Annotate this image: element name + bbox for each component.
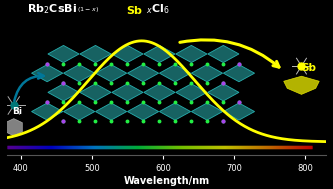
Text: $_{(1-x)}$: $_{(1-x)}$ [77, 6, 99, 16]
Polygon shape [160, 65, 191, 82]
Polygon shape [48, 45, 79, 63]
Text: Rb$_2$CsBi: Rb$_2$CsBi [27, 2, 77, 16]
X-axis label: Wavelength/nm: Wavelength/nm [124, 176, 209, 186]
Polygon shape [208, 45, 239, 63]
Polygon shape [32, 65, 63, 82]
Polygon shape [128, 65, 159, 82]
Polygon shape [223, 65, 255, 82]
Polygon shape [208, 84, 239, 101]
Text: Sb: Sb [127, 6, 143, 16]
Text: $_x$Cl$_6$: $_x$Cl$_6$ [146, 2, 169, 16]
Text: Sb: Sb [301, 63, 316, 73]
Polygon shape [96, 65, 127, 82]
Polygon shape [191, 65, 223, 82]
Polygon shape [284, 76, 319, 94]
Polygon shape [32, 103, 63, 120]
Polygon shape [223, 103, 255, 120]
Polygon shape [64, 103, 95, 120]
Polygon shape [144, 84, 175, 101]
Polygon shape [48, 84, 79, 101]
Polygon shape [80, 84, 111, 101]
Polygon shape [80, 45, 111, 63]
Polygon shape [160, 103, 191, 120]
Polygon shape [5, 119, 22, 136]
Polygon shape [128, 103, 159, 120]
Polygon shape [112, 84, 143, 101]
Polygon shape [191, 103, 223, 120]
Polygon shape [64, 65, 95, 82]
Polygon shape [112, 45, 143, 63]
Polygon shape [176, 84, 207, 101]
Polygon shape [96, 103, 127, 120]
Polygon shape [144, 45, 175, 63]
Polygon shape [176, 45, 207, 63]
Text: Bi: Bi [12, 107, 22, 116]
